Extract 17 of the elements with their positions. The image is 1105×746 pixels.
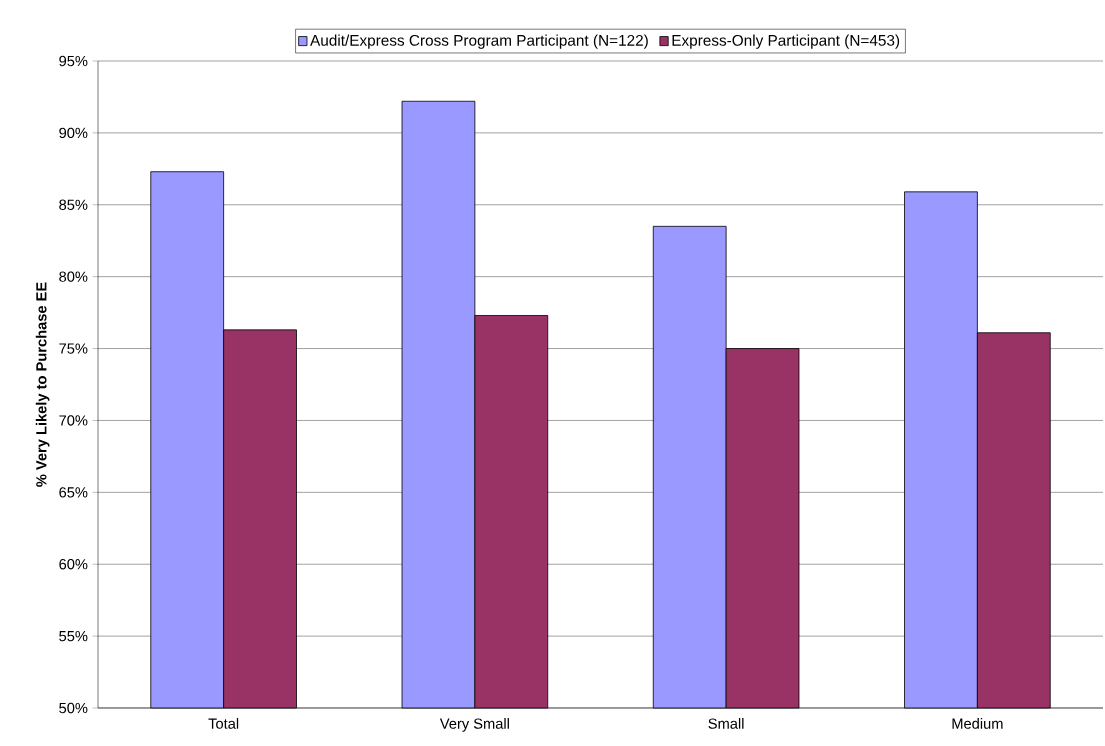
y-tick-label: 80% xyxy=(59,271,88,282)
y-axis-title: % Very Likely to Purchase EE xyxy=(35,282,50,487)
x-tick-label: Very Small xyxy=(439,718,509,732)
x-tick-label: Total xyxy=(208,718,239,729)
y-tick-label: 90% xyxy=(59,127,88,139)
y-tick-label: 95% xyxy=(59,55,88,67)
legend-label: Express-Only Participant (N=453) xyxy=(672,34,900,49)
y-tick-label: 70% xyxy=(59,415,88,426)
legend-label: Audit/Express Cross Program Participant (N=122) xyxy=(310,34,648,49)
y-tick-label: 50% xyxy=(59,702,88,714)
x-tick-label: Small xyxy=(708,718,744,729)
y-tick-label: 85% xyxy=(59,199,88,210)
x-tick-label: Medium xyxy=(952,718,1003,729)
y-tick-label: 65% xyxy=(59,487,88,498)
y-tick-label: 55% xyxy=(59,630,88,642)
y-tick-label: 75% xyxy=(59,343,88,354)
y-tick-label: 60% xyxy=(59,559,88,570)
